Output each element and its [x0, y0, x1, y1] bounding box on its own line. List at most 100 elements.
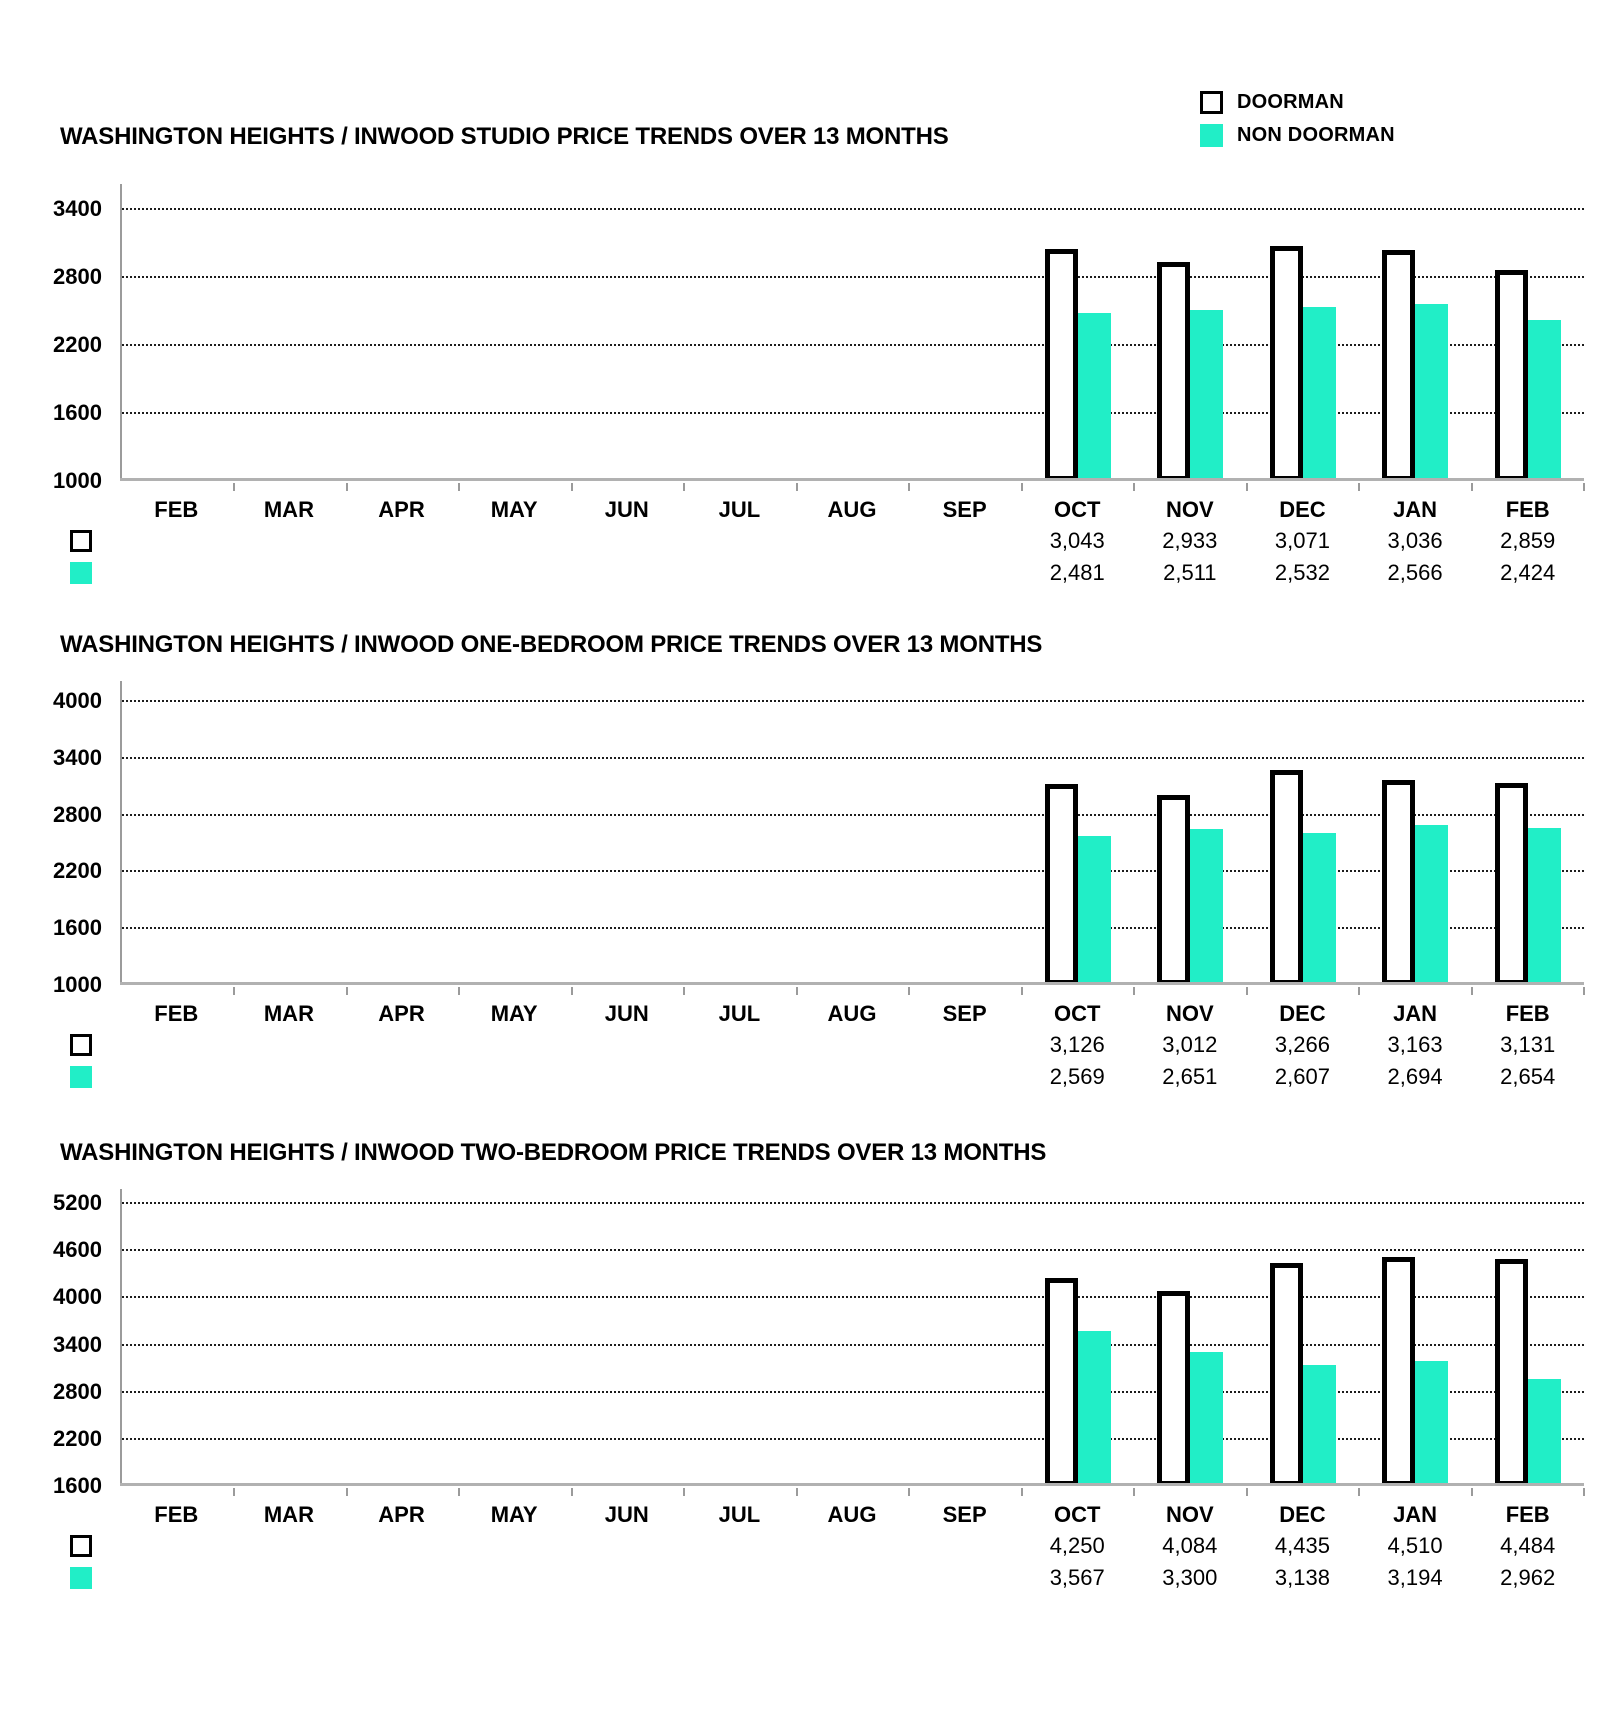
non-doorman-value	[345, 1562, 458, 1594]
non-doorman-value	[570, 557, 683, 589]
y-tick-label: 1000	[53, 972, 102, 997]
bar-group-feb	[1472, 270, 1584, 481]
x-axis-tick	[1133, 987, 1136, 995]
doorman-value: 4,084	[1162, 1533, 1218, 1558]
non-doorman-bar	[1190, 310, 1224, 481]
month-label: APR	[378, 497, 425, 522]
x-axis-tick	[458, 987, 461, 995]
y-tick-label: 2200	[53, 1425, 102, 1451]
non-doorman-value	[458, 557, 571, 589]
month-label: JUN	[604, 1502, 649, 1527]
y-tick-label: 1600	[53, 1473, 102, 1498]
y-tick-label: 1000	[53, 468, 102, 493]
legend-item-non-doorman: NON DOORMAN	[1200, 119, 1395, 152]
non-doorman-bar	[1302, 833, 1336, 985]
bar-group-feb	[1472, 1259, 1584, 1486]
doorman-value: 2,933	[1162, 528, 1218, 553]
non-doorman-bar	[1302, 1365, 1336, 1486]
doorman-value: 3,071	[1274, 528, 1330, 553]
month-label: SEP	[942, 1001, 987, 1026]
non-doorman-bar	[1302, 307, 1336, 481]
month-label: NOV	[1165, 1001, 1214, 1026]
doorman-value	[345, 1029, 458, 1061]
non-doorman-value	[683, 1562, 796, 1594]
bar-group-nov	[1134, 795, 1246, 985]
non-doorman-value	[570, 1061, 683, 1093]
value-row-markers	[0, 481, 120, 589]
non-doorman-row-marker-icon	[70, 1066, 92, 1088]
doorman-value: 3,131	[1500, 1032, 1556, 1057]
marker-row-non-doorman	[0, 1562, 120, 1594]
x-axis-tick	[908, 1488, 911, 1496]
month-label: MAY	[490, 1502, 538, 1527]
doorman-swatch-icon	[1200, 91, 1223, 114]
bar-group-nov	[1134, 1291, 1246, 1486]
y-axis-labels: 5200 4600 4000 3400 2800 2200 1600	[0, 1189, 120, 1497]
doorman-values-row: 3,043 2,933 3,071 3,036 2,859	[120, 525, 1584, 557]
marker-row-doorman	[0, 525, 120, 557]
month-label: MAY	[490, 1001, 538, 1026]
non-doorman-value: 2,424	[1500, 560, 1556, 585]
x-axis-tick	[1470, 483, 1473, 491]
marker-spacer	[0, 481, 120, 525]
x-axis-tick	[1020, 1488, 1023, 1496]
x-axis-tick	[795, 987, 798, 995]
doorman-value	[683, 1029, 796, 1061]
bar-group-dec	[1247, 770, 1359, 985]
x-axis-tick	[570, 483, 573, 491]
gridline	[122, 1437, 1584, 1440]
month-label: FEB	[1505, 1502, 1550, 1527]
x-axis-tick	[458, 1488, 461, 1496]
x-axis-tick	[1583, 483, 1585, 491]
month-label: OCT	[1054, 497, 1101, 522]
doorman-bar	[1157, 795, 1191, 985]
non-doorman-value	[796, 557, 909, 589]
non-doorman-value	[683, 1061, 796, 1093]
month-label: JAN	[1393, 497, 1438, 522]
month-label: NOV	[1165, 1502, 1214, 1527]
marker-spacer	[0, 1486, 120, 1530]
non-doorman-value	[120, 1562, 233, 1594]
x-axis-tick	[908, 987, 911, 995]
doorman-value	[458, 1029, 571, 1061]
non-doorman-value	[120, 1061, 233, 1093]
bar-group-nov	[1134, 262, 1246, 481]
chart-canvas: 3400 2800 2200 1600 1000 FEB MAR APR MAY JUN JUL AU…	[0, 184, 1600, 589]
non-doorman-bar	[1077, 1331, 1111, 1486]
x-axis-tick	[795, 1488, 798, 1496]
chart-studio: WASHINGTON HEIGHTS / INWOOD STUDIO PRICE…	[0, 123, 1600, 589]
chart-title-studio: WASHINGTON HEIGHTS / INWOOD STUDIO PRICE…	[60, 123, 949, 150]
doorman-bar	[1044, 1278, 1078, 1486]
month-label: MAR	[263, 1502, 314, 1527]
bar-group-oct	[1022, 1278, 1134, 1486]
month-label: MAR	[263, 1001, 314, 1026]
y-axis-labels: 4000 3400 2800 2200 1600 1000	[0, 681, 120, 996]
y-tick-label: 2200	[53, 858, 102, 884]
non-doorman-bar	[1077, 836, 1111, 985]
plot-area	[120, 1189, 1585, 1496]
month-label: MAR	[263, 497, 314, 522]
legend-label-doorman: DOORMAN	[1237, 91, 1344, 113]
non-doorman-row-marker-icon	[70, 562, 92, 584]
month-label: DEC	[1279, 1502, 1326, 1527]
x-axis-tick	[1583, 987, 1585, 995]
non-doorman-value: 2,511	[1163, 560, 1217, 585]
non-doorman-value: 3,567	[1049, 1565, 1105, 1590]
doorman-value	[345, 1530, 458, 1562]
doorman-value	[796, 1029, 909, 1061]
non-doorman-value: 2,481	[1049, 560, 1105, 585]
value-row-markers	[0, 985, 120, 1093]
doorman-bar	[1269, 246, 1303, 481]
month-label: JUN	[604, 1001, 649, 1026]
doorman-row-marker-icon	[70, 1535, 92, 1557]
month-label: OCT	[1054, 1001, 1101, 1026]
non-doorman-value	[796, 1562, 909, 1594]
doorman-value	[683, 1530, 796, 1562]
bar-group-oct	[1022, 249, 1134, 481]
doorman-value	[345, 525, 458, 557]
non-doorman-value: 3,194	[1387, 1565, 1443, 1590]
non-doorman-bar	[1190, 829, 1224, 985]
doorman-value	[570, 1029, 683, 1061]
month-label: FEB	[1505, 497, 1550, 522]
month-label: JUN	[604, 497, 649, 522]
